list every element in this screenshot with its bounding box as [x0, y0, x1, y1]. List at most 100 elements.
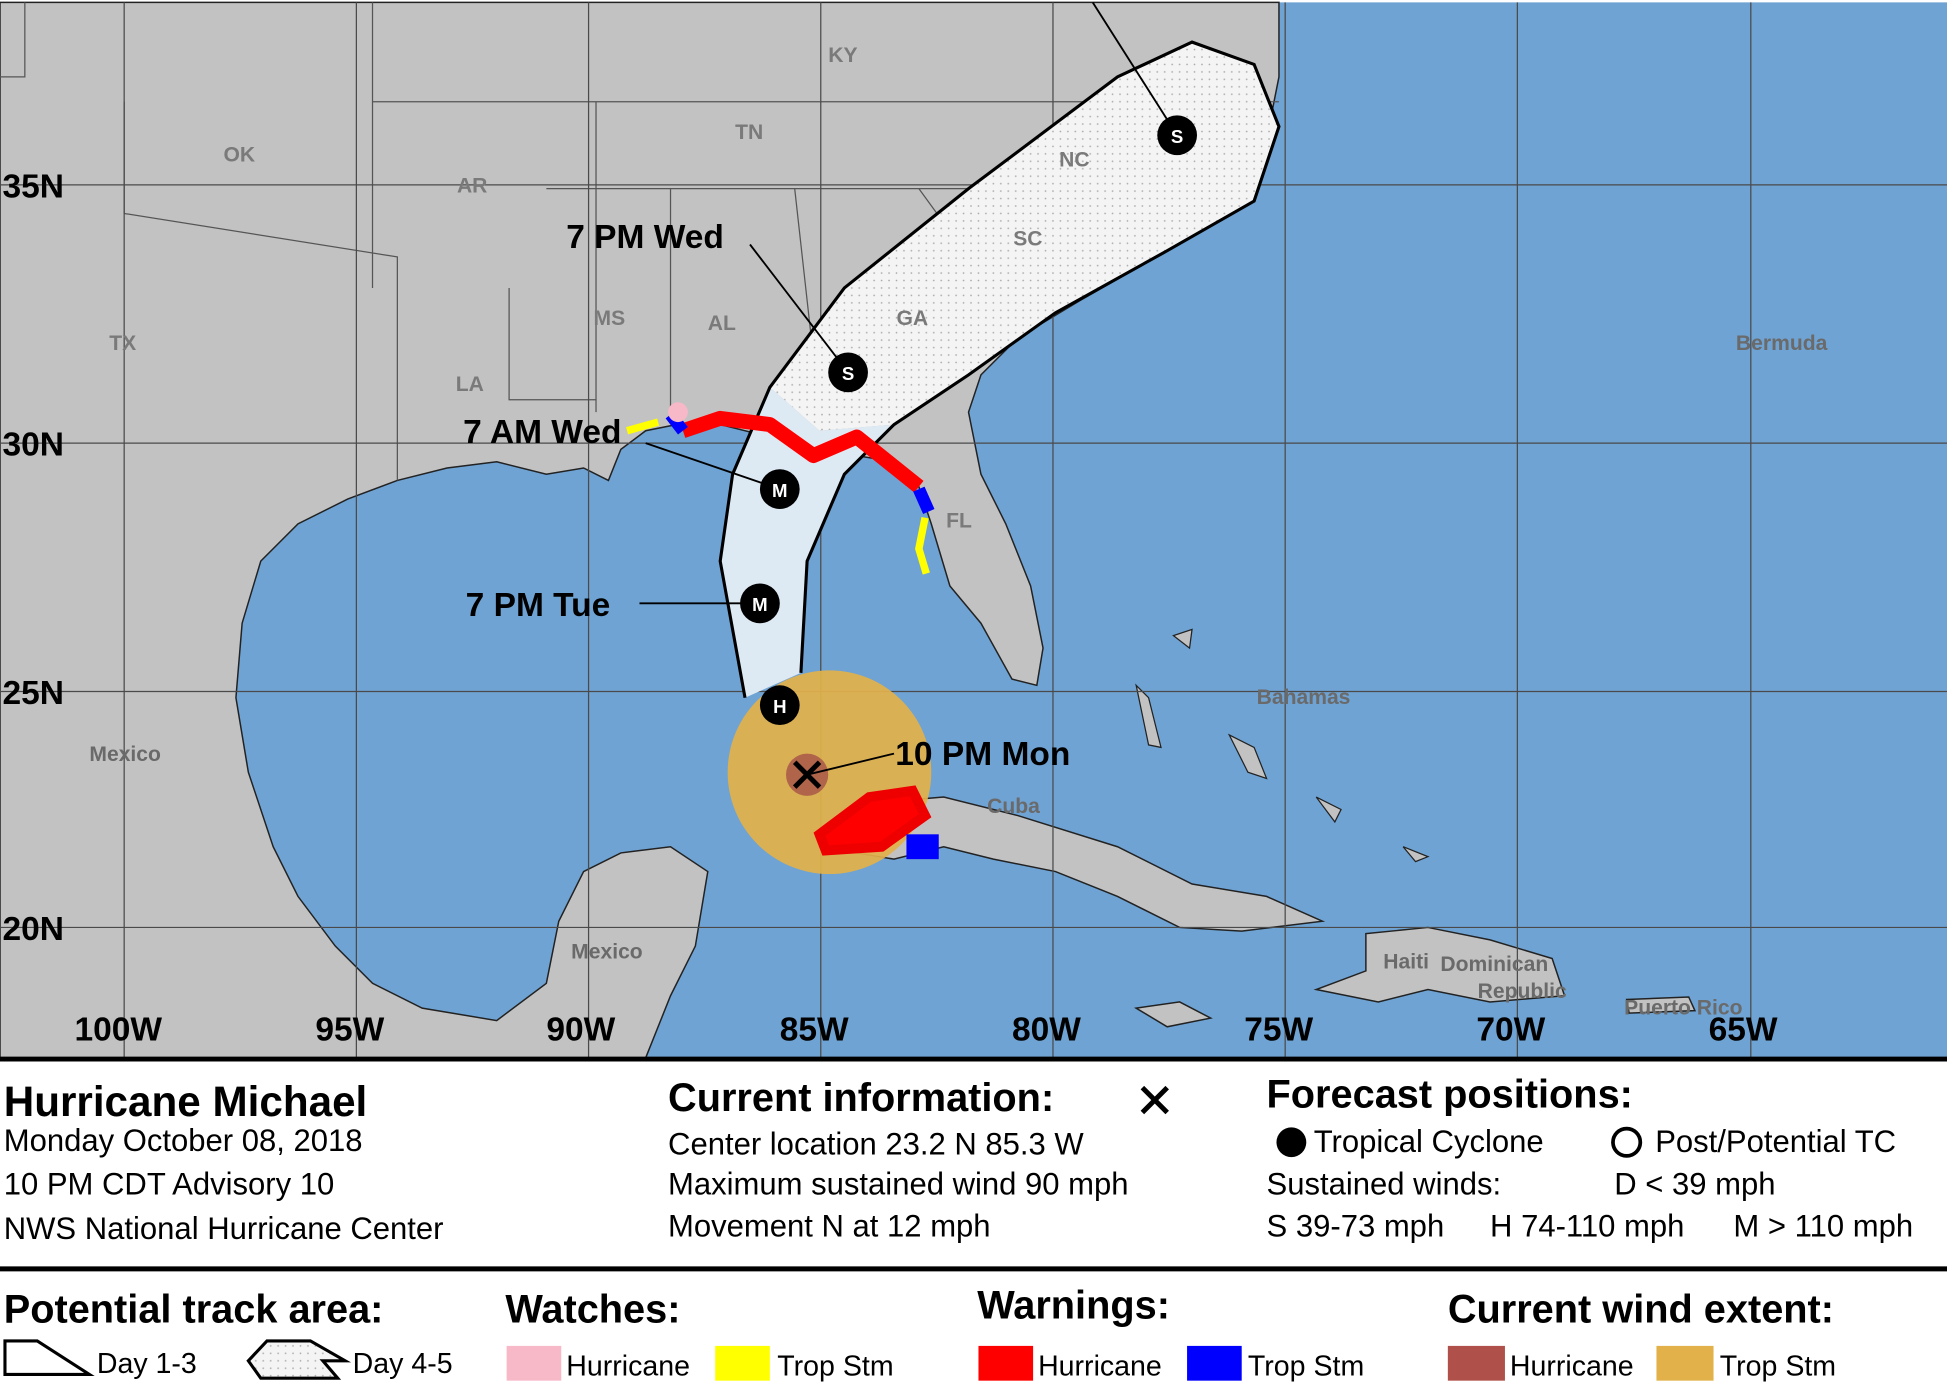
info-panel — [0, 1057, 1947, 1386]
legend-heading: Watches: — [505, 1287, 680, 1331]
forecast-line: Sustained winds: — [1267, 1166, 1502, 1201]
ts-wind-swatch — [1656, 1345, 1714, 1381]
legend-heading: Current wind extent: — [1448, 1287, 1834, 1331]
map-shape — [759, 469, 800, 509]
point-label: S — [842, 363, 854, 384]
place-label: Mexico — [571, 940, 643, 963]
latitude-label: 35N — [2, 168, 63, 205]
longitude-label: 100W — [75, 1011, 163, 1048]
legend-heading: Warnings: — [977, 1284, 1170, 1328]
hurricane-watch — [668, 402, 688, 423]
forecast-line: S 39-73 mph — [1267, 1209, 1445, 1244]
place-label: AL — [708, 312, 736, 335]
post-icon — [1611, 1126, 1643, 1158]
longitude-label: 75W — [1244, 1011, 1313, 1048]
place-label: NC — [1059, 148, 1089, 171]
forecast-time-label: 7 PM Wed — [566, 219, 724, 256]
legend-label: Trop Stm — [1720, 1351, 1836, 1383]
legend-label: Day 1-3 — [97, 1348, 197, 1380]
hurricane-warning-swatch — [978, 1345, 1034, 1381]
legend-heading: Potential track area: — [4, 1287, 384, 1331]
hurricane-warning — [680, 410, 924, 493]
longitude-label: 85W — [780, 1011, 849, 1048]
info-line: 10 PM CDT Advisory 10 — [4, 1166, 335, 1201]
place-label: Republic — [1478, 980, 1567, 1003]
forecast-time-label: 7 PM Tue — [466, 587, 611, 624]
latitude-label: 30N — [2, 427, 63, 464]
day45-swatch — [246, 1339, 352, 1380]
map-shape — [828, 352, 868, 393]
forecast-line: M > 110 mph — [1733, 1209, 1913, 1244]
longitude-label: 70W — [1476, 1011, 1545, 1048]
forecast-line: Tropical Cyclone — [1314, 1124, 1544, 1159]
ts-warning-swatch — [1187, 1345, 1242, 1381]
map-shape — [1157, 115, 1198, 156]
current-icon — [1140, 1085, 1169, 1115]
place-label: TX — [109, 332, 136, 355]
longitude-label: 65W — [1709, 1011, 1778, 1048]
info-line: NWS National Hurricane Center — [4, 1211, 444, 1246]
place-label: LA — [456, 373, 484, 396]
forecast-line: Post/Potential TC — [1655, 1124, 1896, 1159]
legend-label: Day 4-5 — [353, 1348, 453, 1380]
place-label: Mexico — [89, 743, 161, 766]
storm-name: Hurricane Michael — [4, 1078, 368, 1125]
hurricane-warning-cuba — [813, 785, 932, 856]
tropical-icon — [1276, 1127, 1307, 1158]
hispaniola — [1313, 926, 1566, 1003]
current-line: Movement N at 12 mph — [668, 1209, 991, 1244]
legend-label: Hurricane — [1038, 1351, 1162, 1383]
forecast-heading: Forecast positions: — [1267, 1072, 1633, 1116]
current-heading: Current information: — [668, 1076, 1054, 1120]
forecast-line: H 74-110 mph — [1490, 1209, 1684, 1244]
place-label: Cuba — [987, 795, 1040, 818]
place-label: Haiti — [1383, 950, 1429, 973]
puerto-rico — [1625, 996, 1697, 1014]
hurricane-watch-swatch — [506, 1345, 562, 1381]
current-line: Center location 23.2 N 85.3 W — [668, 1127, 1084, 1162]
hurricane-wind-swatch — [1447, 1345, 1505, 1381]
current-position — [792, 760, 822, 789]
info-line: Monday October 08, 2018 — [4, 1123, 363, 1158]
map-shape — [740, 583, 780, 624]
legend-label: Hurricane — [1510, 1351, 1634, 1383]
forecast-line: D < 39 mph — [1614, 1166, 1775, 1201]
longitude-label: 95W — [315, 1011, 384, 1048]
current-line: Maximum sustained wind 90 mph — [668, 1166, 1128, 1201]
cone-outline — [718, 40, 1281, 699]
point-label: S — [1171, 126, 1183, 147]
place-label: AR — [457, 174, 487, 197]
tropical-storm-watch — [626, 418, 930, 575]
cone-day-4-5 — [769, 42, 1279, 431]
day13-swatch — [3, 1339, 95, 1377]
place-label: KY — [828, 44, 857, 67]
place-label: Puerto Rico — [1624, 996, 1742, 1019]
longitude-label: 90W — [546, 1011, 615, 1048]
track-points: S S M M H — [740, 115, 1198, 726]
point-label: M — [772, 480, 788, 501]
place-label: FL — [946, 510, 972, 533]
legend-label: Hurricane — [566, 1351, 690, 1383]
place-label: Bermuda — [1736, 332, 1828, 355]
place-label: GA — [897, 307, 929, 330]
legend-label: Trop Stm — [1248, 1351, 1364, 1383]
legend-label: Trop Stm — [777, 1351, 893, 1383]
latitude-label: 25N — [2, 675, 63, 712]
point-label: H — [773, 696, 786, 717]
place-label: Dominican — [1440, 953, 1548, 976]
place-label: MS — [594, 307, 626, 330]
forecast-time-label: 7 AM Wed — [463, 414, 621, 451]
tropical-storm-warning-cuba — [906, 834, 939, 860]
place-label: OK — [224, 143, 256, 166]
place-label: TN — [735, 121, 763, 144]
ts-watch-swatch — [715, 1345, 770, 1381]
map-shape — [759, 685, 800, 726]
leader-lines — [639, 1, 1178, 776]
point-label: M — [752, 594, 768, 615]
forecast-time-label: 10 PM Mon — [895, 736, 1070, 773]
latitude-label: 20N — [2, 911, 63, 948]
place-label: SC — [1013, 228, 1042, 251]
jamaica — [1133, 1001, 1213, 1028]
bahamas — [1135, 628, 1430, 863]
